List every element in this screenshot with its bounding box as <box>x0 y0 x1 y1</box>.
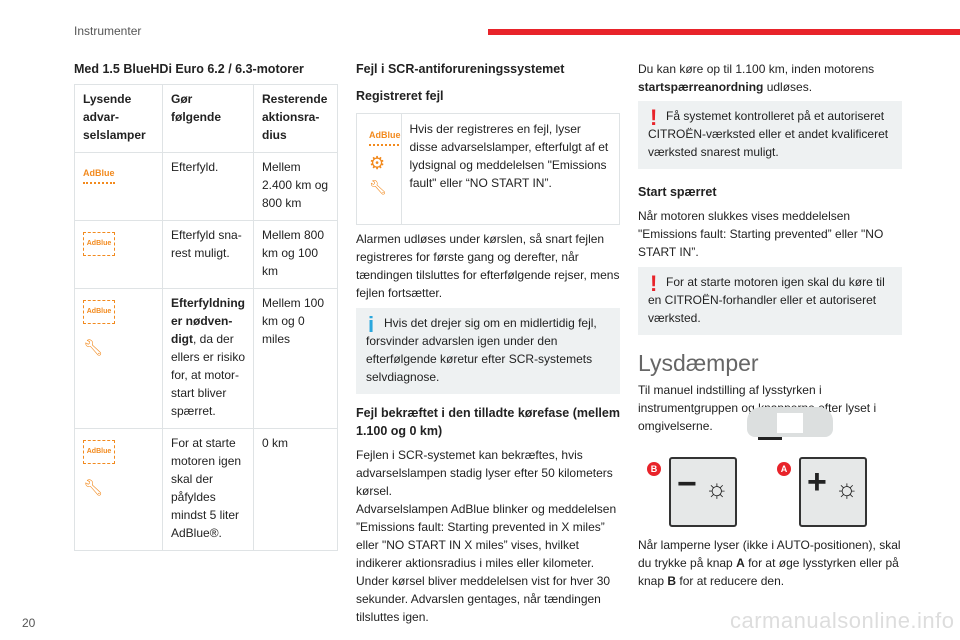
adblue-flashing-icon: AdBlue <box>83 232 115 256</box>
column-2: Fejl i SCR-antiforureningssystemet Regis… <box>356 60 620 626</box>
dim-decrease-button[interactable]: − ☼ <box>669 457 737 527</box>
adblue-icon: AdBlue <box>83 164 154 184</box>
info-icon: i <box>368 312 375 337</box>
adblue-flashing-icon: AdBlue <box>83 440 115 464</box>
paragraph: Fejlen i SCR-systemet kan bekræftes, hvi… <box>356 448 613 498</box>
range-cell: 0 km <box>253 428 338 551</box>
header-accent-bar <box>488 29 960 35</box>
action-cell: Efterfyld. <box>162 152 254 221</box>
section-heading: Fejl bekræftet i den tilladte kørefase (… <box>356 406 620 438</box>
button-b-badge: B <box>647 462 661 476</box>
range-cell: Mellem 800 km og 100 km <box>253 220 338 289</box>
paragraph: Når motoren slukkes vises meddelelsen "E… <box>638 209 884 259</box>
note-text: Hvis det drejer sig om en midlertidig fe… <box>366 316 597 384</box>
box-text: Hvis der registreres en fejl, lyser diss… <box>409 122 609 190</box>
adblue-flashing-icon: AdBlue <box>83 300 115 324</box>
paragraph: Alarmen udløses under kørslen, så snart … <box>356 232 620 300</box>
table-row: AdBlue Efterfyld sna-rest muligt. Mellem… <box>74 220 338 289</box>
note-text: Få systemet kontrolleret på et autoriser… <box>648 109 889 159</box>
cluster-button-marker <box>758 437 782 440</box>
warning-note: ! For at starte motoren igen skal du kør… <box>638 267 902 335</box>
column-3: Du kan køre op til 1.100 km, inden motor… <box>638 60 902 435</box>
section-heading: Fejl i SCR-antiforureningssystemet <box>356 62 565 76</box>
paragraph: Advarselslampen AdBlue blinker og meddel… <box>356 502 617 624</box>
warning-icon: ! <box>650 105 658 130</box>
plus-icon: + <box>807 463 827 501</box>
watermark: carmanualsonline.info <box>730 608 955 633</box>
brightness-icon: ☼ <box>705 473 729 503</box>
paragraph: Du kan køre op til 1.100 km, inden motor… <box>638 62 875 94</box>
warning-lights-box: AdBlue ⚙ 🔧︎ Hvis der registreres en fejl… <box>356 113 620 225</box>
service-wrench-icon: 🔧︎ <box>83 340 104 357</box>
action-cell: Efterfyldning er nødven-digt, da der ell… <box>162 288 254 429</box>
info-note: i Hvis det drejer sig om en midlertidig … <box>356 308 620 394</box>
table-row: AdBlue 🔧︎ For at starte motoren igen ska… <box>74 428 338 551</box>
subheading: Registreret fejl <box>356 89 444 103</box>
adblue-icon: AdBlue <box>369 126 401 146</box>
header-cell: Resterende aktionsra-dius <box>253 84 338 153</box>
engine-check-icon: ⚙ <box>369 153 386 173</box>
brightness-icon: ☼ <box>835 473 859 503</box>
column-1: Med 1.5 BlueHDi Euro 6.2 / 6.3-motorer L… <box>74 60 338 551</box>
dim-increase-button[interactable]: + ☼ <box>799 457 867 527</box>
range-cell: Mellem 100 km og 0 miles <box>253 288 338 429</box>
warning-note: ! Få systemet kontrolleret på et autoris… <box>638 101 902 169</box>
action-cell: Efterfyld sna-rest muligt. <box>162 220 254 289</box>
action-cell: For at starte motoren igen skal der påfy… <box>162 428 254 551</box>
table-row: AdBlue 🔧︎ Efterfyldning er nødven-digt, … <box>74 288 338 429</box>
button-a-badge: A <box>777 462 791 476</box>
service-wrench-icon: 🔧︎ <box>369 179 387 195</box>
minus-icon: − <box>677 465 697 503</box>
header-cell: Lysende advar-selslamper <box>74 84 163 153</box>
paragraph: Når lamperne lyser (ikke i AUTO-position… <box>638 538 901 588</box>
header-cell: Gør følgende <box>162 84 254 153</box>
note-text: For at starte motoren igen skal du køre … <box>648 275 885 325</box>
adblue-table: Lysende advar-selslamper Gør følgende Re… <box>74 84 338 551</box>
range-cell: Mellem 2.400 km og 800 km <box>253 152 338 221</box>
section-heading: Start spærret <box>638 185 717 199</box>
table-header-row: Lysende advar-selslamper Gør følgende Re… <box>74 84 338 153</box>
instrument-cluster-illustration <box>747 407 833 437</box>
section-heading: Med 1.5 BlueHDi Euro 6.2 / 6.3-motorer <box>74 62 304 76</box>
section-title: Lysdæmper <box>638 350 759 376</box>
table-row: AdBlue Efterfyld. Mellem 2.400 km og 800… <box>74 152 338 221</box>
warning-icon: ! <box>650 271 658 296</box>
page-number: 20 <box>22 616 36 630</box>
service-wrench-icon: 🔧︎ <box>83 480 104 497</box>
section-header: Instrumenter <box>74 24 142 38</box>
